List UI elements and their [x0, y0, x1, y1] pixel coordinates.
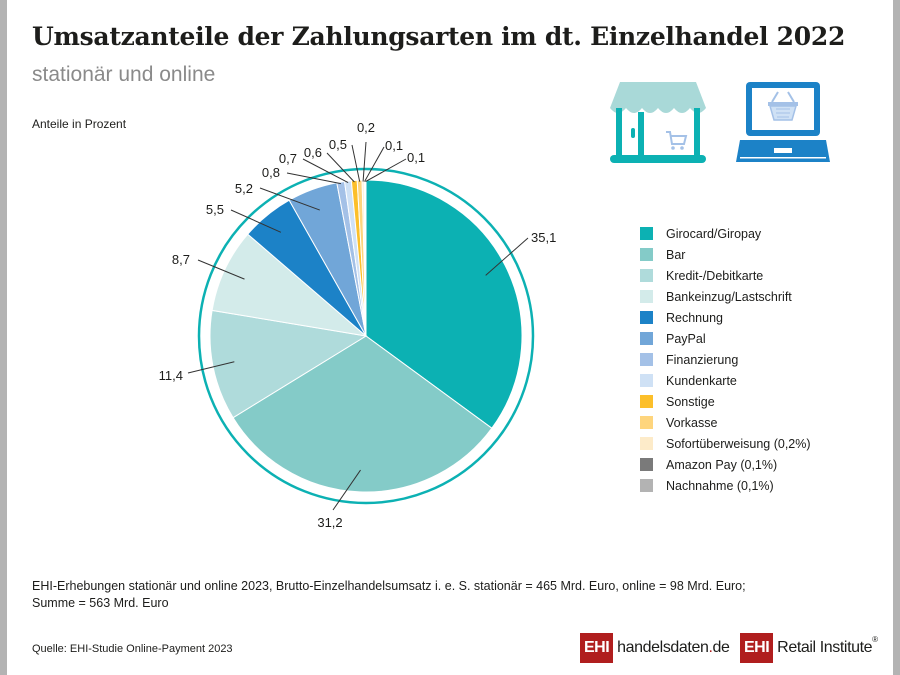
data-label: 0,5 — [329, 137, 347, 152]
legend-item: PayPal — [640, 328, 811, 349]
legend-label: Kredit-/Debitkarte — [666, 268, 764, 283]
footnote-line-1: EHI-Erhebungen stationär und online 2023… — [32, 579, 746, 593]
legend-swatch — [640, 437, 653, 450]
chart-title: Umsatzanteile der Zahlungsarten im dt. E… — [32, 22, 846, 51]
leader-line — [286, 172, 342, 185]
data-label: 0,2 — [357, 120, 375, 135]
pie-slice-bankeinzug-lastschrift — [211, 233, 368, 337]
legend-item: Nachnahme (0,1%) — [640, 475, 811, 496]
legend-label: Girocard/Giropay — [666, 226, 762, 241]
legend-swatch — [640, 416, 653, 429]
legend-swatch — [640, 269, 653, 282]
logo-text-tld: de — [712, 639, 730, 656]
legend-swatch — [640, 227, 653, 240]
legend-swatch — [640, 353, 653, 366]
logo-handelsdaten-text: handelsdaten.de — [617, 639, 730, 657]
logo-handelsdaten[interactable]: EHI handelsdaten.de — [580, 633, 730, 663]
laptop-with-basket-icon — [736, 82, 830, 162]
legend-label: Bankeinzug/Lastschrift — [666, 289, 792, 304]
leader-line — [302, 158, 349, 184]
data-label: 5,5 — [206, 202, 224, 217]
left-frame-bar — [0, 0, 7, 675]
leader-line — [326, 152, 355, 183]
leader-line — [197, 259, 245, 280]
legend-item: Kundenkarte — [640, 370, 811, 391]
leader-line — [351, 144, 361, 182]
footnote: EHI-Erhebungen stationär und online 2023… — [32, 578, 832, 612]
legend-label: Vorkasse — [666, 415, 718, 430]
legend-item: Sonstige — [640, 391, 811, 412]
legend-item: Vorkasse — [640, 412, 811, 433]
legend-label: Sofortüberweisung (0,2%) — [666, 436, 811, 451]
legend-swatch — [640, 374, 653, 387]
store-with-cart-icon — [610, 82, 706, 163]
legend-label: PayPal — [666, 331, 706, 346]
legend-item: Finanzierung — [640, 349, 811, 370]
legend-swatch — [640, 479, 653, 492]
logo-retail-text: Retail Institute® — [777, 635, 878, 657]
source-note: Quelle: EHI-Studie Online-Payment 2023 — [32, 643, 233, 655]
legend-swatch — [640, 248, 653, 261]
logo-text-dot: . — [708, 639, 713, 656]
leader-line — [230, 209, 282, 233]
logo-ehi-box: EHI — [740, 633, 774, 663]
data-label: 8,7 — [172, 252, 190, 267]
legend-label: Amazon Pay (0,1%) — [666, 457, 778, 472]
legend-swatch — [640, 290, 653, 303]
pie-slice-girocard-giropay — [365, 179, 523, 429]
legend-label: Finanzierung — [666, 352, 739, 367]
leader-line — [365, 158, 407, 182]
pie-outer-ring — [197, 167, 535, 505]
right-frame-bar — [893, 0, 900, 675]
data-label: 35,1 — [531, 230, 556, 245]
data-label: 5,2 — [235, 181, 253, 196]
data-label: 0,6 — [304, 145, 322, 160]
leader-line — [187, 361, 235, 374]
legend-swatch — [640, 332, 653, 345]
data-label: 0,1 — [407, 150, 425, 165]
legend-label: Kundenkarte — [666, 373, 737, 388]
legend-item: Girocard/Giropay — [640, 223, 811, 244]
pie-slice-kredit-debitkarte — [209, 309, 368, 419]
legend-item: Rechnung — [640, 307, 811, 328]
data-label: 31,2 — [317, 515, 342, 530]
pie-slice-bar — [232, 335, 493, 493]
data-label: 0,1 — [385, 138, 403, 153]
logo-text-main: handelsdaten — [617, 639, 709, 656]
leader-line — [362, 141, 367, 182]
legend-swatch — [640, 458, 653, 471]
legend-item: Kredit-/Debitkarte — [640, 265, 811, 286]
chart-legend: Girocard/Giropay Bar Kredit-/Debitkarte Ban… — [640, 223, 811, 496]
logo-registered-mark: ® — [872, 635, 878, 644]
legend-item: Amazon Pay (0,1%) — [640, 454, 811, 475]
legend-label: Sonstige — [666, 394, 715, 409]
legend-label: Nachnahme (0,1%) — [666, 478, 774, 493]
chart-subtitle: stationär und online — [32, 63, 216, 86]
legend-label: Bar — [666, 247, 686, 262]
leader-line — [485, 237, 529, 276]
logo-ehi-box: EHI — [580, 633, 614, 663]
data-label: 11,4 — [159, 368, 183, 383]
legend-item: Sofortüberweisung (0,2%) — [640, 433, 811, 454]
leader-line — [332, 469, 361, 511]
leader-line — [259, 187, 320, 211]
data-label: 0,8 — [262, 165, 280, 180]
data-label: 0,7 — [279, 151, 297, 166]
unit-label: Anteile in Prozent — [32, 117, 127, 131]
footnote-line-2: Summe = 563 Mrd. Euro — [32, 596, 169, 610]
legend-item: Bar — [640, 244, 811, 265]
logo-retail-name: Retail Institute — [777, 639, 873, 656]
legend-label: Rechnung — [666, 310, 723, 325]
logo-retail-institute[interactable]: EHI Retail Institute® — [740, 633, 878, 663]
legend-swatch — [640, 311, 653, 324]
leader-line — [364, 146, 385, 182]
legend-item: Bankeinzug/Lastschrift — [640, 286, 811, 307]
legend-swatch — [640, 395, 653, 408]
channel-icons — [610, 82, 830, 163]
